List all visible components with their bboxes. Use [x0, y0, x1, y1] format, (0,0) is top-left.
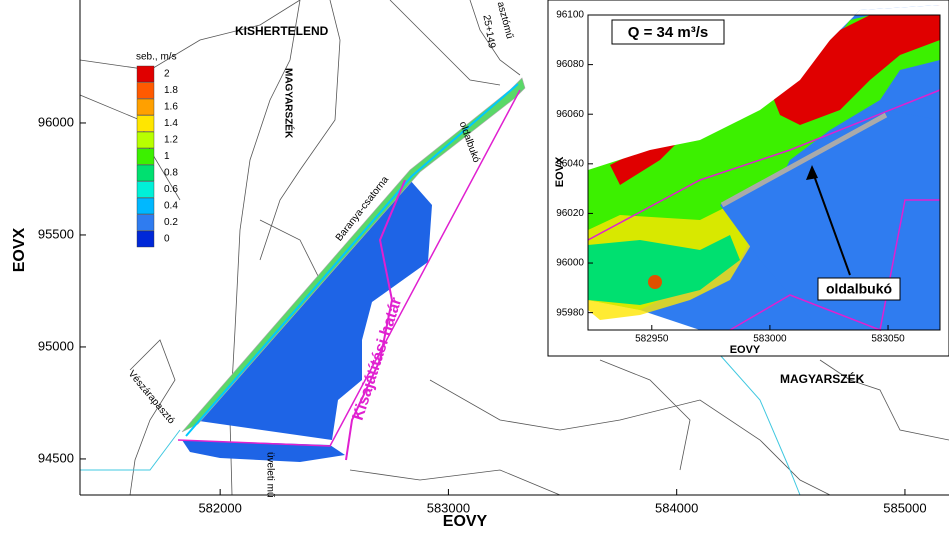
- legend-swatch: [137, 165, 154, 181]
- place-label: KISHERTELEND: [235, 24, 329, 38]
- velocity-hotspot: [648, 275, 662, 289]
- legend-swatch: [137, 116, 154, 132]
- legend-label: 0.8: [164, 168, 178, 179]
- inset-y-tick-label: 96040: [556, 158, 584, 169]
- legend-label: 1.4: [164, 118, 178, 129]
- inset-y-tick-label: 96000: [556, 258, 584, 269]
- inset-x-tick-label: 583000: [753, 334, 787, 345]
- legend-label: 0: [164, 234, 170, 245]
- stream: [80, 430, 180, 470]
- legend-label: 2: [164, 69, 170, 80]
- x-tick-label: 583000: [427, 500, 470, 515]
- inset-y-tick-label: 96020: [556, 208, 584, 219]
- legend-label: 1.6: [164, 102, 178, 113]
- legend-swatch: [137, 231, 154, 247]
- legend-label: 0.4: [164, 201, 178, 212]
- y-axis-title: EOVX: [11, 227, 28, 272]
- x-tick-label: 585000: [883, 500, 926, 515]
- legend-swatch: [137, 182, 154, 198]
- legend-swatch: [137, 83, 154, 99]
- inset-title: Q = 34 m³/s: [628, 24, 708, 41]
- y-tick-label: 95000: [38, 338, 74, 353]
- legend-label: 1: [164, 151, 170, 162]
- inset-y-tick-label: 95980: [556, 307, 584, 318]
- legend-label: 1.8: [164, 85, 178, 96]
- legend-swatch: [137, 198, 154, 214]
- legend-title: seb., m/s: [136, 52, 177, 63]
- legend-label: 0.6: [164, 184, 178, 195]
- x-tick-label: 582000: [198, 500, 241, 515]
- structure-label: üveleti mű: [264, 452, 275, 498]
- inset-x-tick-label: 583050: [871, 334, 905, 345]
- y-tick-label: 95500: [38, 226, 74, 241]
- x-axis-title: EOVY: [443, 513, 488, 530]
- x-tick-label: 584000: [655, 500, 698, 515]
- inset-y-tick-label: 96100: [556, 10, 584, 21]
- place-label: MAGYARSZÉK: [780, 371, 865, 386]
- structure-label: asztómű: [495, 1, 516, 41]
- inset-y-tick-label: 96080: [556, 59, 584, 70]
- legend-swatch: [137, 132, 154, 148]
- callout-label: oldalbukó: [826, 281, 892, 297]
- legend-swatch: [137, 66, 154, 82]
- inset-y-tick-label: 96060: [556, 109, 584, 120]
- legend-swatch: [137, 149, 154, 165]
- y-tick-label: 96000: [38, 114, 74, 129]
- inset-x-tick-label: 582950: [635, 334, 669, 345]
- legend-label: 1.2: [164, 135, 178, 146]
- inset-x-title: EOVY: [730, 344, 761, 356]
- station-label: 25+149: [480, 14, 497, 49]
- legend-swatch: [137, 215, 154, 231]
- place-label: MAGYARSZÉK: [282, 68, 295, 139]
- y-tick-label: 94500: [38, 450, 74, 465]
- figure: EOVY EOVX KISHERTELEND MAGYARSZÉK Barany…: [0, 0, 949, 533]
- legend-swatch: [137, 99, 154, 115]
- legend-label: 0.2: [164, 217, 178, 228]
